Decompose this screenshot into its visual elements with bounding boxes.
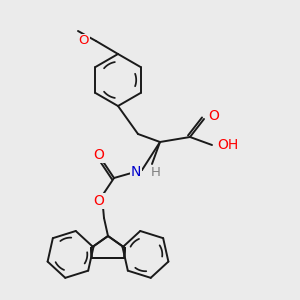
Text: N: N — [130, 165, 141, 179]
Text: O: O — [208, 109, 219, 123]
Text: O: O — [94, 148, 104, 162]
Text: OH: OH — [217, 138, 238, 152]
Text: H: H — [151, 166, 161, 178]
Text: O: O — [79, 34, 89, 47]
Text: O: O — [94, 194, 104, 208]
